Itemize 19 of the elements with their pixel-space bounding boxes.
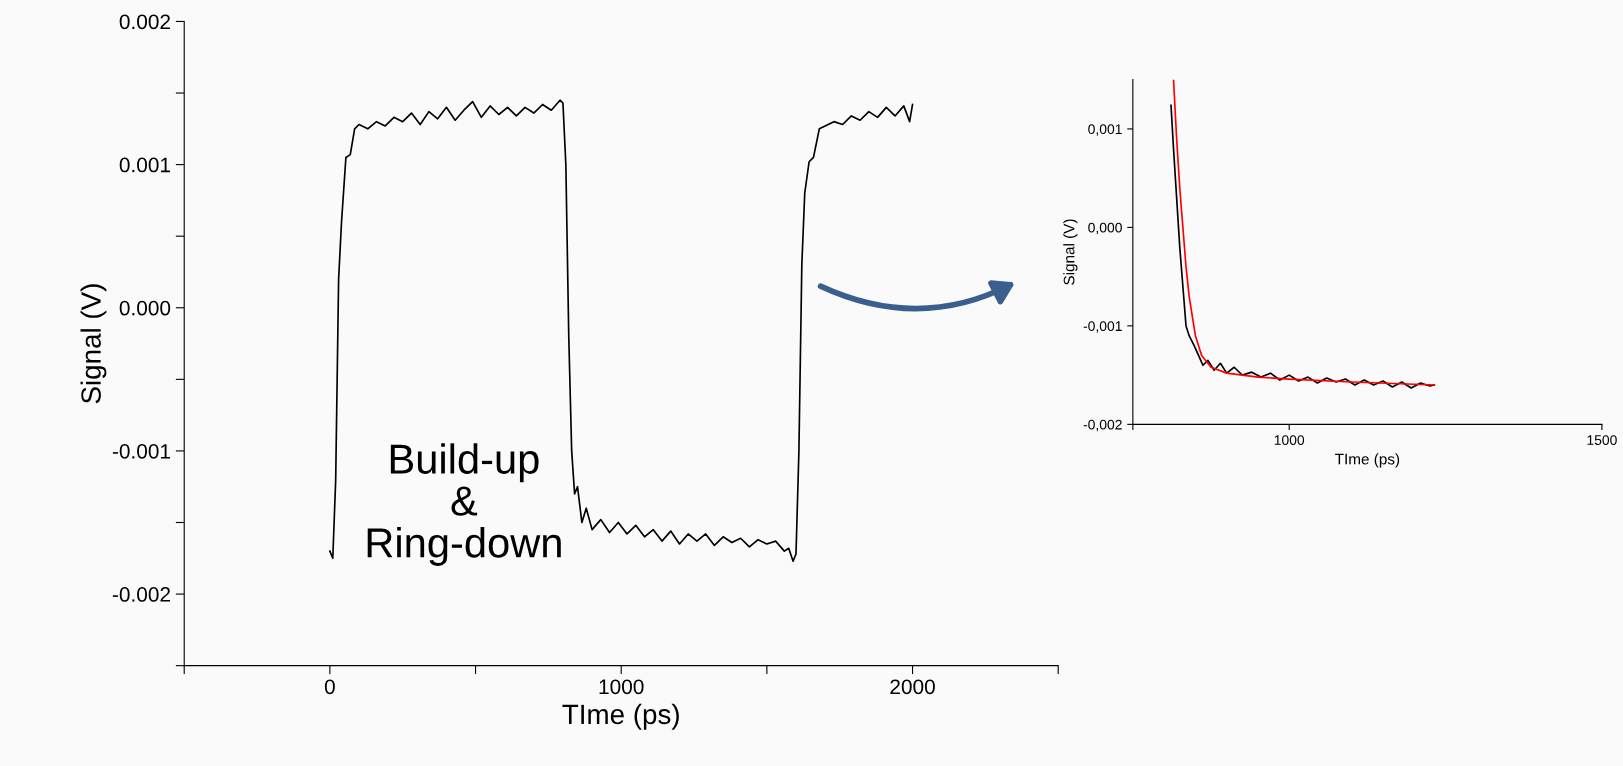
x-tick-label: 2000: [890, 679, 935, 695]
y-tick-label: -0,001: [1083, 321, 1122, 333]
y-tick-label: 0.002: [119, 14, 170, 30]
y-tick-label: 0.000: [119, 300, 171, 316]
y-axis-title: Signal (V): [1063, 219, 1078, 285]
x-tick-label: 1500: [1587, 435, 1617, 445]
y-axis-title: Signal (V): [80, 284, 107, 404]
y-tick-label: -0.001: [112, 443, 171, 459]
x-tick-label: 1000: [599, 679, 644, 695]
y-tick-label: 0,000: [1088, 222, 1122, 235]
y-tick-label: -0,002: [1083, 419, 1122, 432]
x-tick-label: 1000: [1274, 435, 1305, 445]
y-tick-label: 0.001: [119, 157, 170, 173]
annotation: Build-up & Ring-down: [367, 443, 561, 566]
x-tick-label: 0: [324, 679, 335, 695]
x-axis-title: TIme (ps): [1335, 453, 1400, 468]
y-tick-label: 0,001: [1088, 124, 1122, 136]
y-tick-label: -0.002: [112, 587, 170, 602]
x-axis-title: TIme (ps): [562, 703, 679, 730]
